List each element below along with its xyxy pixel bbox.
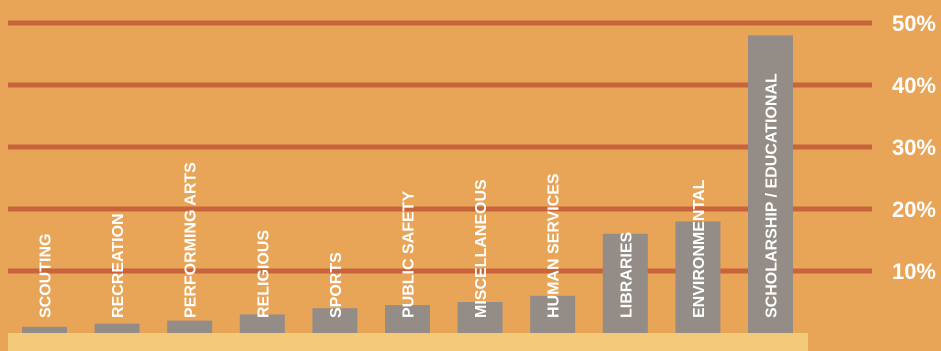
- y-tick-label: 30%: [892, 135, 936, 160]
- bar: [239, 314, 285, 333]
- bars: [22, 35, 793, 334]
- y-tick-label: 40%: [892, 73, 936, 98]
- category-label: SCOUTING: [38, 234, 55, 318]
- category-label: LIBRARIES: [618, 231, 635, 318]
- bar: [457, 302, 503, 333]
- category-label: RELIGIOUS: [255, 230, 272, 318]
- bar: [94, 323, 140, 333]
- category-label: MISCELLANEOUS: [473, 179, 490, 318]
- y-tick-label: 50%: [892, 11, 936, 36]
- category-label: SPORTS: [328, 252, 345, 318]
- y-axis-tick-labels: 10% 20% 30% 40% 50%: [892, 11, 936, 284]
- bar: [530, 295, 576, 333]
- category-label: PERFORMING ARTS: [183, 162, 200, 318]
- y-tick-label: 10%: [892, 259, 936, 284]
- category-label: HUMAN SERVICES: [546, 173, 563, 318]
- bar: [312, 308, 358, 333]
- category-labels: SCOUTING RECREATION PERFORMING ARTS RELIGIO…: [38, 73, 781, 318]
- category-label: ENVIRONMENTAL: [691, 179, 708, 318]
- bar: [22, 326, 67, 333]
- bar: [748, 35, 793, 334]
- gridlines: [8, 20, 872, 274]
- bar: [602, 233, 648, 333]
- category-label: PUBLIC SAFETY: [401, 191, 418, 318]
- y-tick-label: 20%: [892, 197, 936, 222]
- bar: [167, 320, 213, 333]
- baseline-band: [8, 333, 808, 351]
- category-label: RECREATION: [110, 213, 127, 318]
- category-label: SCHOLARSHIP / EDUCATIONAL: [764, 73, 781, 318]
- bar: [385, 305, 430, 333]
- bar: [675, 221, 721, 333]
